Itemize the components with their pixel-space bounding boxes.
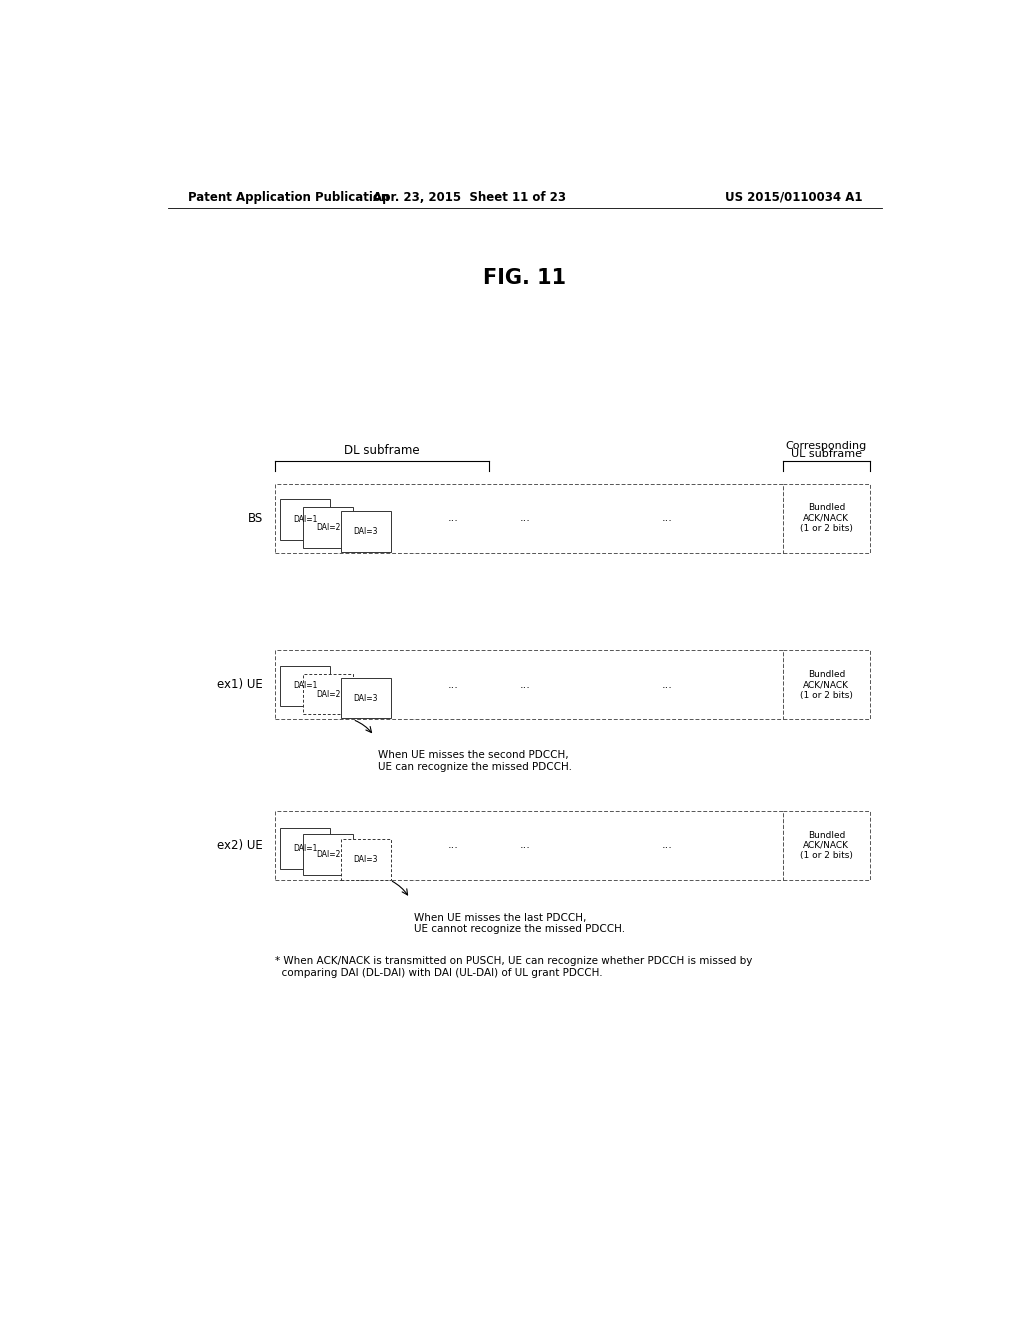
Text: When UE misses the last PDCCH,
UE cannot recognize the missed PDCCH.: When UE misses the last PDCCH, UE cannot…	[414, 912, 625, 935]
Bar	[341, 511, 391, 552]
Text: * When ACK/NACK is transmitted on PUSCH, UE can recognize whether PDCCH is misse: * When ACK/NACK is transmitted on PUSCH,…	[274, 956, 753, 978]
Text: Bundled
ACK/NACK
(1 or 2 bits): Bundled ACK/NACK (1 or 2 bits)	[800, 671, 853, 700]
Bar	[782, 483, 870, 553]
Text: ...: ...	[663, 513, 673, 523]
Text: When UE misses the second PDCCH,
UE can recognize the missed PDCCH.: When UE misses the second PDCCH, UE can …	[378, 750, 572, 772]
Bar	[341, 840, 391, 880]
Text: ...: ...	[447, 841, 459, 850]
Text: DAI=1: DAI=1	[293, 843, 317, 853]
Text: ...: ...	[447, 680, 459, 690]
Text: Corresponding: Corresponding	[785, 441, 867, 451]
Bar	[782, 810, 870, 880]
Bar	[303, 673, 353, 714]
Text: ...: ...	[519, 841, 530, 850]
Text: DAI=3: DAI=3	[353, 855, 378, 865]
Text: UL subframe: UL subframe	[791, 449, 862, 459]
Text: ...: ...	[663, 680, 673, 690]
Text: FIG. 11: FIG. 11	[483, 268, 566, 288]
Bar	[281, 828, 331, 869]
Bar	[274, 483, 782, 553]
Text: DAI=1: DAI=1	[293, 681, 317, 690]
Text: ...: ...	[447, 513, 459, 523]
Text: DAI=1: DAI=1	[293, 515, 317, 524]
Text: ...: ...	[663, 841, 673, 850]
Bar	[281, 665, 331, 706]
Text: DAI=2: DAI=2	[316, 850, 341, 859]
Bar	[303, 507, 353, 548]
Text: DAI=3: DAI=3	[353, 527, 378, 536]
Bar	[782, 651, 870, 719]
Text: BS: BS	[248, 512, 263, 525]
Bar	[303, 834, 353, 875]
Bar	[274, 651, 782, 719]
Text: ex1) UE: ex1) UE	[217, 678, 263, 692]
Text: Apr. 23, 2015  Sheet 11 of 23: Apr. 23, 2015 Sheet 11 of 23	[373, 190, 565, 203]
Bar	[281, 499, 331, 540]
Text: DL subframe: DL subframe	[344, 445, 420, 457]
Text: ...: ...	[519, 513, 530, 523]
Text: Bundled
ACK/NACK
(1 or 2 bits): Bundled ACK/NACK (1 or 2 bits)	[800, 830, 853, 861]
Text: US 2015/0110034 A1: US 2015/0110034 A1	[725, 190, 862, 203]
Bar	[274, 810, 782, 880]
Text: DAI=2: DAI=2	[316, 523, 341, 532]
Text: Patent Application Publication: Patent Application Publication	[187, 190, 389, 203]
Text: ...: ...	[519, 680, 530, 690]
Text: DAI=3: DAI=3	[353, 693, 378, 702]
Text: DAI=2: DAI=2	[316, 689, 341, 698]
Bar	[341, 677, 391, 718]
Text: ex2) UE: ex2) UE	[217, 840, 263, 851]
Text: Bundled
ACK/NACK
(1 or 2 bits): Bundled ACK/NACK (1 or 2 bits)	[800, 503, 853, 533]
